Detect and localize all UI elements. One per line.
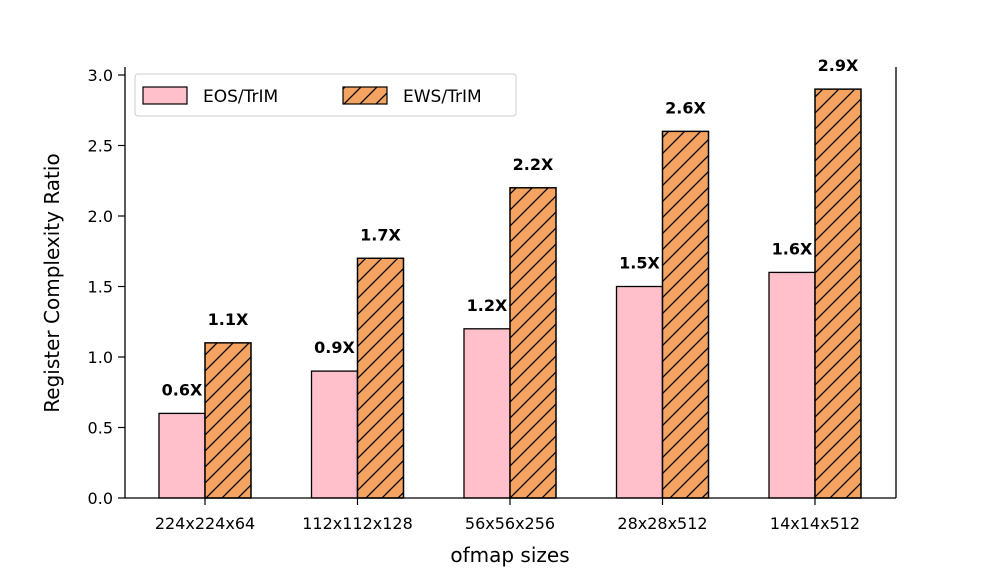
y-tick-label: 1.5: [88, 278, 113, 297]
data-label-eos-trim-56x56x256: 1.2X: [467, 296, 508, 315]
bar-eos-trim-224x224x64: [159, 413, 205, 498]
data-label-ews-trim-14x14x512: 2.9X: [818, 56, 859, 75]
legend: EOS/TrIM EWS/TrIM: [135, 74, 516, 116]
bar-eos-trim-112x112x128: [312, 371, 358, 498]
y-tick-label: 2.5: [88, 137, 113, 156]
bar-eos-trim-28x28x512: [617, 287, 663, 499]
data-label-ews-trim-224x224x64: 1.1X: [208, 310, 249, 329]
y-axis-title: Register Complexity Ratio: [40, 153, 64, 412]
data-label-eos-trim-112x112x128: 0.9X: [314, 338, 355, 357]
legend-swatch-ews-trim: [343, 87, 387, 104]
x-tick-label: 224x224x64: [155, 514, 255, 533]
x-tick-label: 112x112x128: [302, 514, 413, 533]
bar-hatch-ews-trim-112x112x128: [358, 258, 404, 498]
x-ticks-group: 224x224x64 112x112x128 56x56x256 28x28x512 1…: [155, 498, 860, 533]
x-tick-label: 28x28x512: [617, 514, 707, 533]
data-label-eos-trim-14x14x512: 1.6X: [772, 239, 813, 258]
data-label-eos-trim-28x28x512: 1.5X: [619, 254, 660, 273]
data-label-eos-trim-224x224x64: 0.6X: [162, 380, 203, 399]
bar-hatch-ews-trim-14x14x512: [815, 89, 861, 498]
y-tick-label: 0.0: [88, 489, 113, 508]
x-tick-label: 14x14x512: [770, 514, 860, 533]
legend-label-eos-trim: EOS/TrIM: [203, 87, 278, 107]
bar-eos-trim-14x14x512: [769, 272, 815, 498]
y-tick-label: 1.0: [88, 348, 113, 367]
bar-eos-trim-56x56x256: [464, 329, 510, 498]
x-axis-title: ofmap sizes: [450, 543, 569, 567]
data-label-ews-trim-56x56x256: 2.2X: [513, 155, 554, 174]
bar-hatch-ews-trim-224x224x64: [205, 343, 251, 498]
y-tick-label: 0.5: [88, 419, 113, 438]
y-tick-label: 3.0: [88, 66, 113, 85]
bar-hatch-ews-trim-28x28x512: [663, 131, 709, 498]
data-label-ews-trim-112x112x128: 1.7X: [360, 225, 401, 244]
y-ticks-group: 0.0 0.5 1.0 1.5 2.0 2.5 3.0: [88, 66, 125, 508]
legend-label-ews-trim: EWS/TrIM: [403, 87, 482, 107]
x-tick-label: 56x56x256: [465, 514, 555, 533]
data-label-ews-trim-28x28x512: 2.6X: [665, 98, 706, 117]
y-tick-label: 2.0: [88, 207, 113, 226]
bar-hatch-ews-trim-56x56x256: [510, 188, 556, 498]
legend-swatch-eos-trim: [143, 87, 187, 104]
bars-group: [159, 89, 861, 498]
